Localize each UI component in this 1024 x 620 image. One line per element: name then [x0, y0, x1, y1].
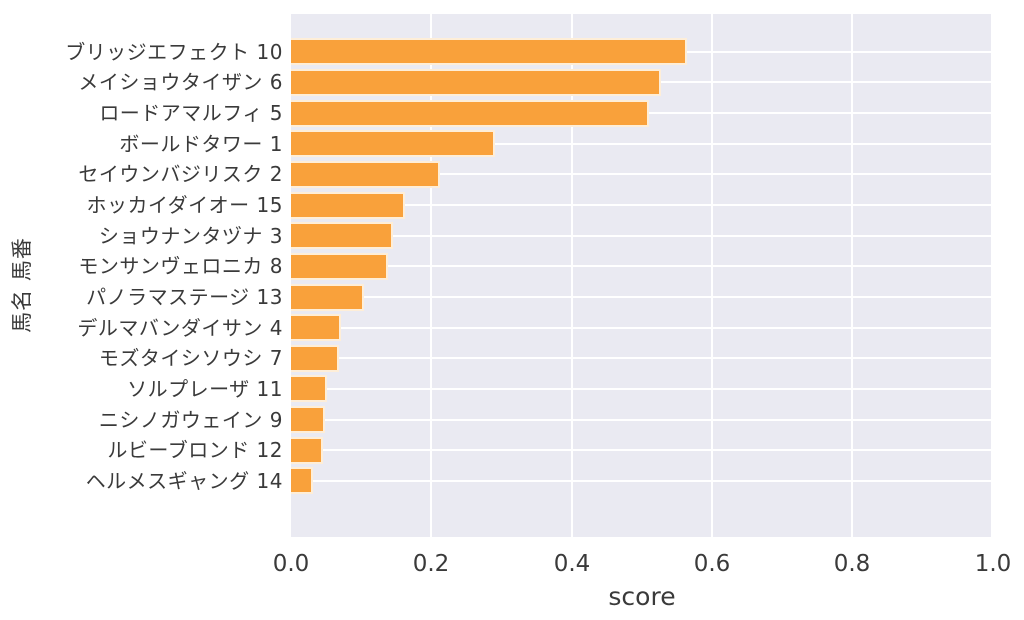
- bar-15: [291, 467, 313, 495]
- y-gridline: [291, 143, 993, 145]
- x-tick-label: 1.0: [974, 551, 1012, 577]
- x-tick-label: 0.4: [553, 551, 591, 577]
- y-tick-label: ショウナンタヅナ 3: [98, 224, 283, 248]
- bar-3: [291, 99, 649, 127]
- bar-13: [291, 406, 325, 434]
- y-gridline: [291, 327, 993, 329]
- y-gridline: [291, 265, 993, 267]
- bar-9: [291, 283, 364, 311]
- y-gridline: [291, 235, 993, 237]
- bar-10: [291, 314, 341, 342]
- y-tick-label: モズタイシソウシ 7: [98, 346, 283, 370]
- x-gridline: [711, 14, 713, 537]
- x-tick-label: 0.2: [412, 551, 450, 577]
- y-tick-label: ホッカイダイオー 15: [86, 193, 283, 217]
- y-tick-label: セイウンバジリスク 2: [78, 162, 283, 186]
- bar-12: [291, 375, 327, 403]
- y-tick-label: ロードアマルフィ 5: [99, 101, 283, 125]
- x-tick-label: 0.0: [272, 551, 310, 577]
- x-gridline: [571, 14, 573, 537]
- bar-14: [291, 436, 323, 464]
- x-gridline: [991, 14, 993, 537]
- bar-1: [291, 38, 687, 66]
- y-tick-label: メイショウタイザン 6: [78, 70, 283, 94]
- bar-7: [291, 222, 393, 250]
- x-tick-label: 0.6: [693, 551, 731, 577]
- y-tick-label: ソルプレーザ 11: [127, 377, 283, 401]
- x-tick-label: 0.8: [833, 551, 871, 577]
- y-tick-label: デルマバンダイサン 4: [77, 316, 283, 340]
- y-tick-label: ルビーブロンド 12: [107, 438, 283, 462]
- x-axis-title: score: [608, 582, 676, 611]
- bar-11: [291, 344, 339, 372]
- y-tick-label: ニシノガウェイン 9: [98, 408, 283, 432]
- bar-6: [291, 191, 405, 219]
- y-gridline: [291, 357, 993, 359]
- y-gridline: [291, 388, 993, 390]
- y-gridline: [291, 480, 993, 482]
- y-tick-label: ボールドタワー 1: [119, 132, 283, 156]
- y-gridline: [291, 204, 993, 206]
- y-gridline: [291, 296, 993, 298]
- bar-5: [291, 160, 440, 188]
- bar-4: [291, 130, 495, 158]
- plot-area: [291, 14, 993, 537]
- y-tick-label: ブリッジエフェクト 10: [65, 40, 283, 64]
- bar-2: [291, 69, 661, 96]
- x-gridline: [851, 14, 853, 537]
- y-gridline: [291, 173, 993, 175]
- y-gridline: [291, 419, 993, 421]
- y-tick-label: ヘルメスギャング 14: [85, 469, 283, 493]
- bar-8: [291, 252, 388, 280]
- y-tick-label: モンサンヴェロニカ 8: [78, 254, 283, 278]
- x-gridline: [430, 14, 432, 537]
- y-gridline: [291, 449, 993, 451]
- y-tick-label: パノラマステージ 13: [86, 285, 283, 309]
